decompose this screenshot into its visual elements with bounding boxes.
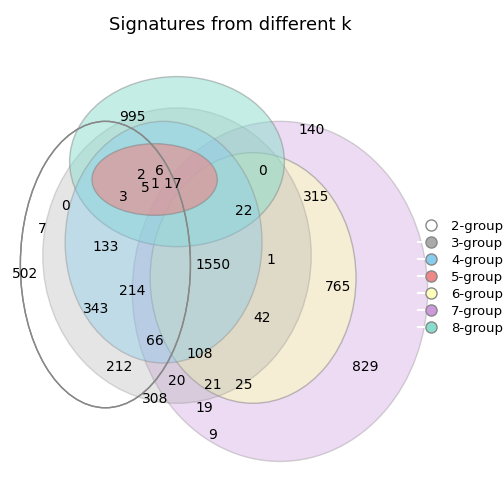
- Text: 829: 829: [352, 360, 378, 374]
- Text: 140: 140: [298, 123, 325, 137]
- Ellipse shape: [65, 121, 262, 363]
- Text: 315: 315: [302, 191, 329, 205]
- Text: 7: 7: [38, 222, 47, 236]
- Ellipse shape: [92, 144, 217, 215]
- Title: Signatures from different k: Signatures from different k: [109, 16, 352, 34]
- Ellipse shape: [132, 121, 427, 462]
- Text: 308: 308: [142, 392, 168, 406]
- Text: 133: 133: [92, 240, 118, 254]
- Text: 995: 995: [119, 110, 146, 124]
- Text: 108: 108: [186, 347, 213, 361]
- Text: 9: 9: [208, 427, 217, 442]
- Ellipse shape: [150, 153, 356, 403]
- Text: 343: 343: [83, 302, 109, 317]
- Text: 502: 502: [12, 267, 38, 281]
- Text: 19: 19: [195, 401, 213, 415]
- Text: 1: 1: [267, 253, 275, 267]
- Text: 5: 5: [141, 181, 150, 196]
- Text: 1: 1: [150, 177, 159, 191]
- Text: 6: 6: [155, 164, 163, 177]
- Text: 22: 22: [235, 204, 253, 218]
- Text: 20: 20: [168, 374, 186, 388]
- Text: 3: 3: [119, 191, 128, 205]
- Text: 21: 21: [204, 379, 222, 393]
- Text: 212: 212: [106, 360, 132, 374]
- Text: 1550: 1550: [195, 258, 230, 272]
- Text: 1: 1: [164, 177, 172, 191]
- Text: 42: 42: [254, 311, 271, 325]
- Text: 2: 2: [137, 168, 146, 182]
- Text: 7: 7: [173, 177, 181, 191]
- Text: 0: 0: [61, 200, 70, 213]
- Text: 214: 214: [119, 284, 146, 298]
- Ellipse shape: [43, 108, 311, 403]
- Text: 765: 765: [325, 280, 351, 294]
- Text: 25: 25: [235, 379, 253, 393]
- Legend: 2-group, 3-group, 4-group, 5-group, 6-group, 7-group, 8-group: 2-group, 3-group, 4-group, 5-group, 6-gr…: [416, 217, 504, 338]
- Ellipse shape: [70, 77, 284, 246]
- Text: 66: 66: [146, 334, 163, 348]
- Text: 0: 0: [258, 164, 267, 177]
